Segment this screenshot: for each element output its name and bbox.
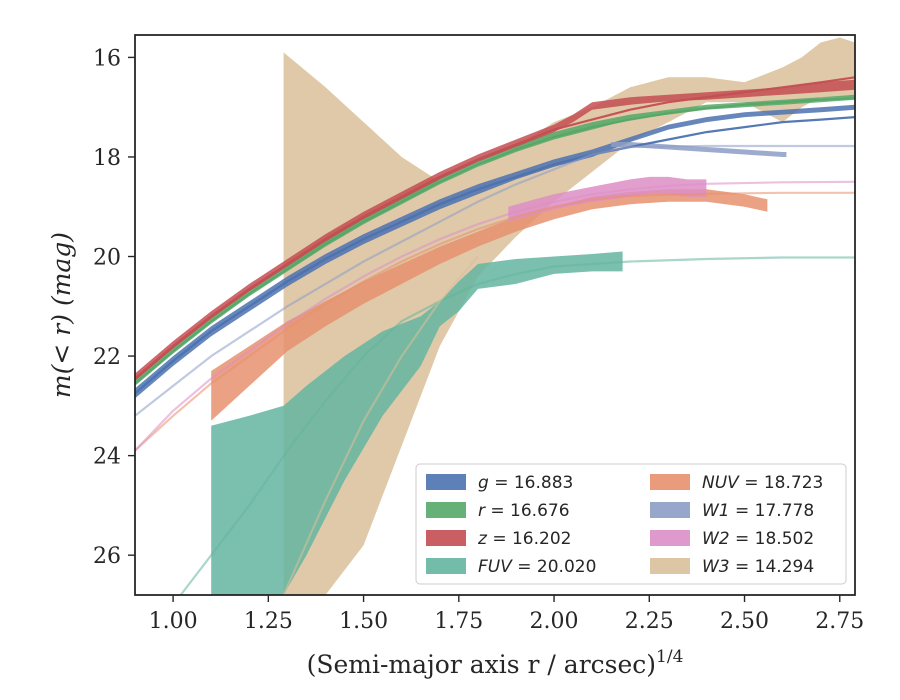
y-tick-label: 26 — [93, 544, 121, 569]
legend-label-nuv: NUV = 18.723 — [702, 473, 823, 493]
x-tick-label: 2.50 — [720, 609, 769, 634]
x-axis-label-exponent: 1/4 — [656, 647, 683, 667]
band-w2 — [508, 176, 707, 222]
legend-swatch-w1 — [650, 502, 690, 518]
model-line-nuv — [135, 191, 855, 452]
x-axis-label: (Semi-major axis r / arcsec)1/4 — [307, 647, 684, 679]
model-curves — [135, 76, 855, 595]
legend-swatch-w3 — [650, 558, 690, 574]
legend-label-g: g = 16.883 — [478, 473, 573, 493]
x-axis-label-main: (Semi-major axis r / arcsec) — [307, 650, 656, 679]
model-line-r — [135, 97, 855, 385]
x-tick-label: 1.50 — [339, 609, 388, 634]
legend-label-z: z = 16.202 — [477, 529, 571, 549]
legend-label-w3: W3 = 14.294 — [702, 557, 814, 577]
legend-swatch-nuv — [650, 474, 690, 490]
y-tick-label: 24 — [93, 445, 121, 470]
band-w3 — [283, 37, 855, 595]
model-line-w2 — [135, 180, 855, 452]
model-line-g — [135, 116, 855, 395]
legend-frame — [415, 463, 847, 585]
legend-swatch-g — [426, 474, 466, 490]
model-line-z — [135, 76, 855, 380]
y-axis-label: m(< r) (mag) — [47, 232, 76, 398]
legend-label-w1: W1 = 17.778 — [702, 501, 814, 521]
y-tick-label: 18 — [93, 146, 121, 171]
x-tick-label: 2.00 — [530, 609, 579, 634]
band-fuv — [211, 251, 623, 595]
y-tick-label: 22 — [93, 345, 121, 370]
legend-label-fuv: FUV = 20.020 — [478, 557, 596, 577]
plot-area — [135, 37, 855, 595]
legend-swatch-z — [426, 530, 466, 546]
legend-label-r: r = 16.676 — [478, 501, 570, 521]
legend-label-w2: W2 = 18.502 — [702, 529, 814, 549]
y-tick-label: 20 — [93, 246, 121, 271]
model-line-w3 — [282, 255, 479, 595]
x-tick-label: 2.75 — [815, 609, 864, 634]
x-tick-label: 1.00 — [149, 609, 198, 634]
x-tick-label: 1.75 — [434, 609, 483, 634]
x-tick-label: 1.25 — [244, 609, 293, 634]
plot-frame — [134, 34, 856, 596]
legend-swatch-w2 — [650, 530, 690, 546]
legend-swatch-fuv — [426, 558, 466, 574]
model-line-w1 — [135, 144, 855, 417]
y-tick-label: 16 — [93, 46, 121, 71]
legend: g = 16.883 r = 16.676 z = 16.202 FUV = 20.0… — [415, 463, 847, 585]
y-axis-ticks: 16 18 20 22 24 26 — [93, 46, 135, 569]
x-tick-label: 2.25 — [625, 609, 674, 634]
x-axis-ticks: 1.00 1.25 1.50 1.75 2.00 2.25 2.50 2.75 — [149, 595, 864, 634]
legend-swatch-r — [426, 502, 466, 518]
